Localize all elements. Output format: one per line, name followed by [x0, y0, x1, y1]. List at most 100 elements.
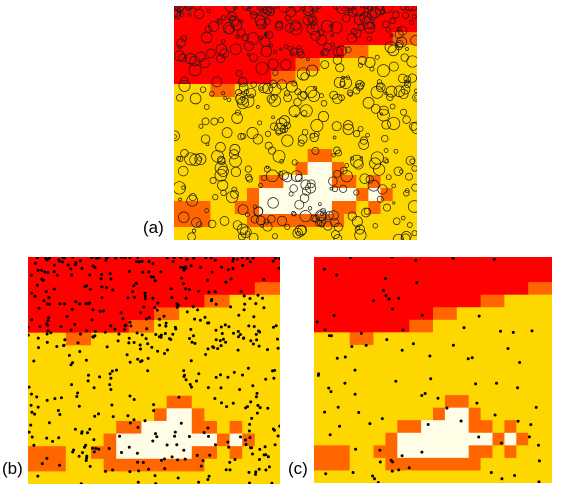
panel-b-raster-cell	[229, 458, 243, 472]
panel-c-raster-cell	[325, 420, 339, 434]
panel-b-raster-cell	[40, 282, 54, 296]
panel-a-sample-circle	[316, 34, 328, 46]
panel-b-raster-cell	[204, 332, 218, 346]
panel-c-sample-dot	[324, 472, 328, 476]
panel-a-sample-circle	[188, 193, 197, 202]
panel-a-raster-cell	[331, 188, 345, 202]
panel-b-sample-dot	[146, 356, 150, 360]
panel-a-sample-circle	[310, 119, 324, 133]
panel-c-raster-cell	[504, 432, 517, 446]
panel-a-sample-circle	[248, 232, 259, 240]
panel-a-sample-circle	[209, 177, 217, 184]
panel-b-sample-dot	[67, 353, 71, 357]
panel-b-raster-cell	[65, 294, 79, 309]
panel-c-raster-cell	[528, 344, 541, 359]
panel-a-sample-circle	[268, 94, 281, 107]
panel-a-sample-circle	[284, 90, 291, 97]
panel-b-sample-dot	[88, 273, 92, 277]
panel-b-raster-cell	[191, 446, 205, 460]
panel-a-sample-circle	[235, 89, 242, 97]
panel-c-sample-dot	[353, 392, 357, 396]
panel-a-sample-circle	[411, 14, 417, 20]
panel-a-sample-circle	[388, 61, 399, 72]
panel-c-raster-cell	[468, 395, 482, 409]
panel-a-raster-cell	[198, 136, 212, 150]
panel-a-sample-circle	[176, 94, 184, 102]
panel-b-sample-dot	[120, 451, 123, 454]
panel-a-sample-circle	[236, 28, 246, 38]
panel-a-sample-circle	[333, 170, 342, 178]
panel-a-sample-circle	[357, 23, 365, 31]
panel-b-raster-cell	[78, 320, 92, 334]
panel-b-raster-cell	[28, 294, 42, 309]
panel-a-sample-circle	[354, 229, 367, 240]
panel-c-raster-cell	[468, 319, 482, 333]
panel-b-sample-dot	[189, 327, 193, 331]
panel-b-raster-cell	[53, 294, 67, 309]
panel-c-raster-cell	[385, 357, 398, 371]
panel-b-sample-dot	[254, 332, 258, 336]
panel-a-sample-circle	[178, 211, 190, 223]
panel-c-raster-cell	[373, 332, 386, 346]
panel-b-raster-cell	[179, 357, 193, 372]
panel-a-raster-cell	[222, 45, 236, 59]
panel-b-raster-cell	[78, 257, 92, 271]
panel-a-sample-circle	[275, 129, 282, 136]
panel-b-sample-dot	[249, 446, 252, 450]
panel-a-sample-circle	[307, 13, 316, 23]
panel-b-sample-dot	[201, 459, 205, 463]
panel-c-raster-cell	[492, 420, 505, 434]
panel-c-sample-dot	[477, 435, 481, 439]
panel-b-sample-dot	[84, 443, 88, 447]
panel-c-sample-dot	[500, 477, 504, 481]
panel-a-sample-circle	[265, 30, 274, 39]
panel-a-raster-cell	[307, 149, 321, 163]
panel-b-raster-cell	[28, 307, 42, 321]
panel-b-raster-cell	[116, 307, 130, 321]
panel-b-sample-dot	[57, 258, 61, 262]
panel-a-raster-cell	[271, 58, 284, 72]
panel-b-sample-dot	[80, 431, 84, 435]
panel-a-sample-circle	[178, 197, 182, 202]
panel-c-raster-cell	[325, 432, 339, 446]
panel-c-raster-cell	[397, 357, 410, 371]
panel-b-sample-dot	[195, 379, 198, 383]
panel-a-sample-circle	[203, 104, 210, 110]
panel-b-sample-dot	[182, 369, 186, 373]
panel-a-raster-cell	[404, 201, 417, 215]
panel-a-raster-cell	[222, 84, 236, 98]
panel-a-sample-circle	[184, 152, 198, 166]
panel-b-raster-cell	[53, 433, 67, 447]
panel-b-raster-cell	[28, 446, 42, 460]
panel-c-raster-cell	[528, 257, 541, 271]
panel-b-sample-dot	[140, 259, 144, 263]
panel-c-raster-cell	[444, 307, 458, 321]
panel-b-sample-dot	[255, 411, 259, 415]
panel-b-sample-dot	[47, 316, 51, 320]
panel-a-sample-circle	[209, 91, 215, 97]
panel-b-sample-dot	[74, 300, 78, 304]
panel-b-sample-dot	[78, 302, 82, 306]
panel-c-raster-cell	[397, 319, 410, 333]
panel-a-raster-cell	[234, 45, 248, 59]
panel-c-sample-dot	[436, 396, 440, 400]
panel-a-sample-circle	[320, 60, 330, 69]
panel-c-raster-cell	[444, 357, 458, 371]
panel-c-raster-cell	[444, 269, 458, 283]
panel-a-raster-cell	[234, 123, 248, 137]
panel-a-sample-circle	[409, 122, 417, 131]
panel-b-raster-cell	[128, 320, 142, 334]
panel-a-sample-circle	[185, 6, 192, 12]
panel-a-sample-circle	[405, 47, 409, 51]
panel-b-sample-dot	[187, 435, 191, 438]
panel-b-sample-dot	[36, 405, 40, 409]
panel-a-sample-circle	[197, 156, 203, 162]
panel-a-raster-cell	[319, 188, 333, 202]
panel-a-sample-circle	[227, 11, 237, 22]
panel-a-raster-cell	[392, 110, 406, 124]
panel-b-sample-dot	[226, 268, 230, 272]
panel-b-raster-cell	[141, 471, 155, 484]
panel-b-raster-cell	[229, 294, 243, 309]
panel-c-raster-cell	[504, 470, 517, 483]
panel-b-raster-cell	[53, 307, 67, 321]
